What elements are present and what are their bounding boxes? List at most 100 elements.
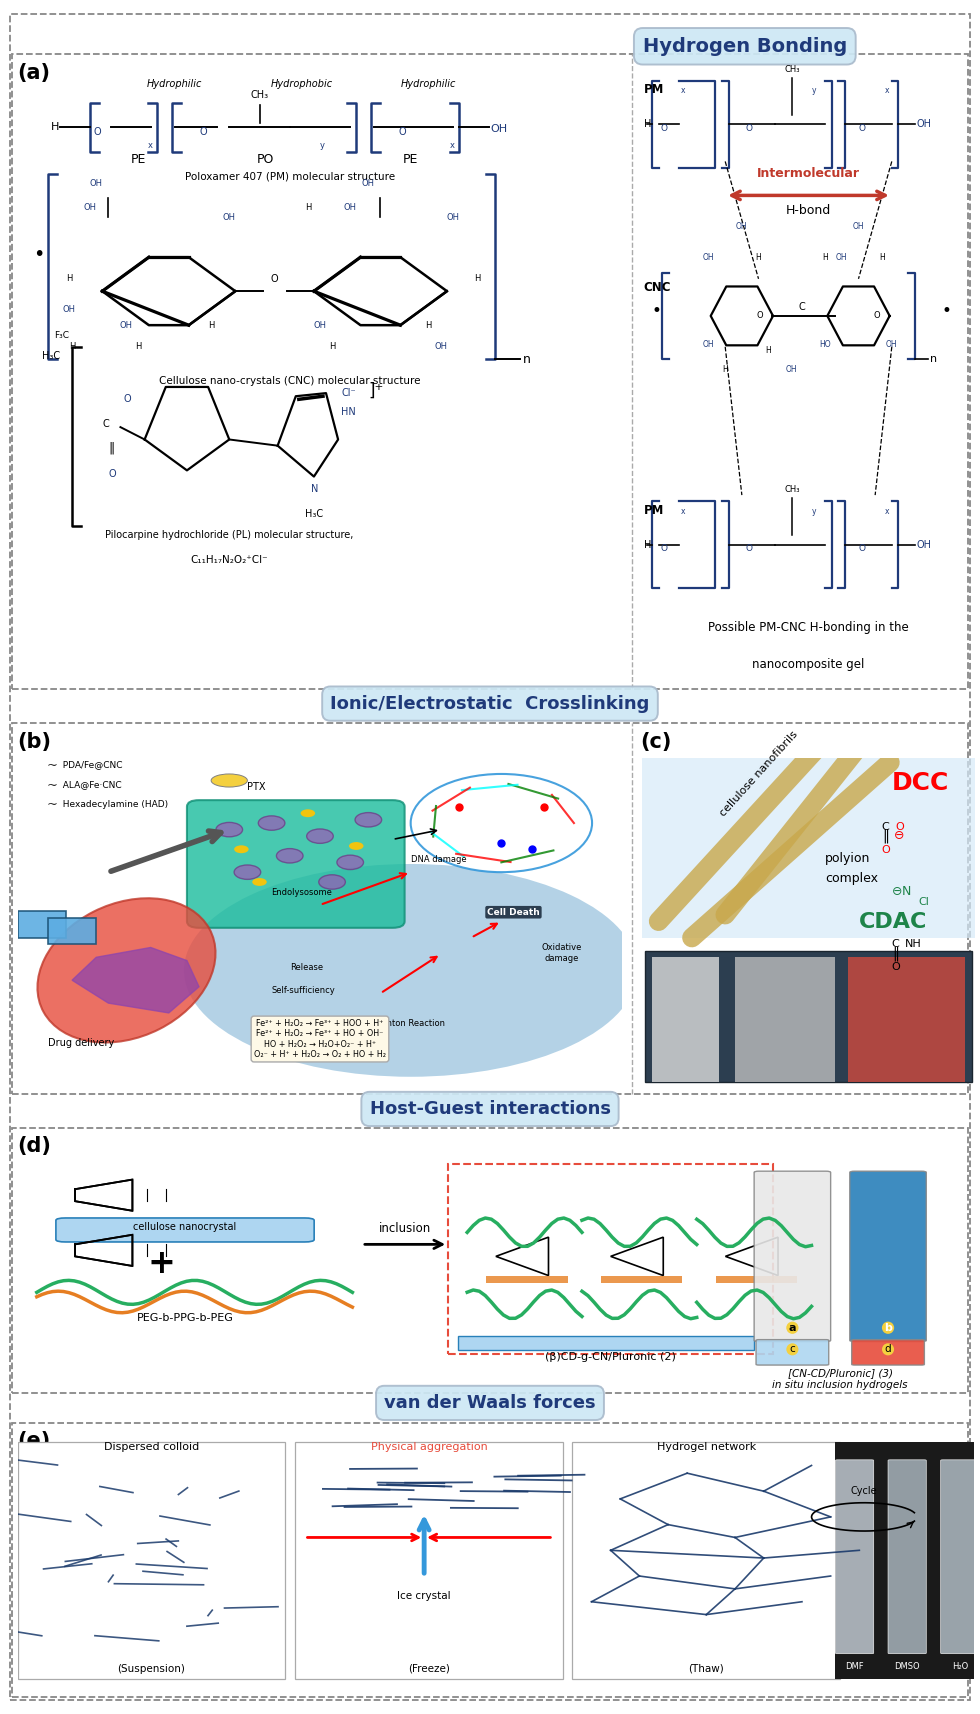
Text: O: O (399, 127, 406, 137)
Text: H-bond: H-bond (786, 204, 831, 218)
Text: Fenton Reaction: Fenton Reaction (376, 1020, 445, 1028)
Text: OH: OH (222, 213, 236, 221)
FancyBboxPatch shape (850, 1171, 926, 1342)
Text: [CN-CD/Pluronic] (3): [CN-CD/Pluronic] (3) (788, 1368, 893, 1378)
Bar (652, 958, 718, 1082)
Text: ⊖: ⊖ (894, 830, 904, 843)
Text: OH: OH (703, 339, 714, 348)
Text: OH: OH (90, 180, 103, 189)
Text: O: O (858, 543, 865, 552)
Bar (849, 958, 965, 1082)
Text: •: • (942, 302, 952, 321)
Text: Endolysosome: Endolysosome (271, 888, 332, 896)
Text: PE: PE (131, 153, 146, 166)
Text: H: H (51, 122, 59, 132)
Bar (652, 958, 718, 1082)
Text: O: O (199, 127, 207, 137)
Text: O: O (757, 312, 763, 321)
Text: CNC: CNC (644, 281, 671, 295)
Text: PE: PE (403, 153, 418, 166)
Text: Hydrophilic: Hydrophilic (401, 79, 457, 89)
FancyBboxPatch shape (755, 1171, 831, 1342)
Bar (12, 55, 968, 689)
Text: C: C (102, 420, 109, 428)
Text: y: y (811, 86, 816, 96)
Text: Dispersed colloid: Dispersed colloid (104, 1443, 199, 1452)
Text: n: n (930, 355, 937, 365)
Text: Hydrophilic: Hydrophilic (147, 79, 203, 89)
Text: O: O (858, 123, 865, 132)
FancyBboxPatch shape (56, 1219, 315, 1243)
Text: (Freeze): (Freeze) (408, 1664, 450, 1673)
Text: nanocomposite gel: nanocomposite gel (753, 658, 864, 672)
Circle shape (234, 866, 261, 879)
Text: Hydrogen Bonding: Hydrogen Bonding (643, 36, 847, 57)
Text: Ice crystal: Ice crystal (397, 1591, 451, 1601)
Text: CDAC: CDAC (858, 912, 927, 932)
Text: H₃C: H₃C (305, 509, 323, 519)
Text: cellulose nanocrystal: cellulose nanocrystal (133, 1222, 236, 1232)
Text: x: x (885, 507, 890, 516)
Bar (835, 1443, 980, 1680)
Bar (12, 1423, 968, 1697)
Text: PO: PO (257, 153, 274, 166)
Text: DMF: DMF (845, 1661, 864, 1671)
Circle shape (276, 848, 303, 864)
Text: (b): (b) (18, 732, 52, 752)
Text: OH: OH (120, 321, 133, 329)
Text: PM: PM (644, 504, 663, 516)
Text: (Suspension): (Suspension) (118, 1664, 185, 1673)
Text: Hydrophobic: Hydrophobic (270, 79, 333, 89)
Text: x: x (681, 507, 686, 516)
Text: OH: OH (63, 305, 75, 314)
Text: Release: Release (290, 963, 322, 972)
Text: N: N (311, 483, 319, 494)
Text: H: H (69, 343, 75, 351)
FancyBboxPatch shape (835, 1460, 874, 1654)
Bar (735, 958, 835, 1082)
Text: OH: OH (344, 204, 357, 213)
Text: H: H (329, 343, 335, 351)
Text: Intermolecular: Intermolecular (757, 166, 860, 180)
Text: O: O (661, 543, 667, 552)
Text: OH: OH (703, 254, 714, 262)
Text: y: y (319, 141, 325, 149)
Text: (Thaw): (Thaw) (688, 1664, 724, 1673)
Text: DNA damage: DNA damage (411, 855, 466, 864)
Text: H: H (208, 321, 215, 329)
FancyBboxPatch shape (187, 800, 405, 927)
Bar (12, 723, 968, 1094)
Text: d: d (885, 1344, 892, 1354)
Text: Cell Death: Cell Death (487, 908, 540, 917)
Text: O: O (661, 123, 667, 132)
Text: F₃C: F₃C (54, 331, 69, 339)
Text: ⁓  ALA@Fe·CNC: ⁓ ALA@Fe·CNC (48, 780, 122, 788)
Text: OH: OH (434, 343, 448, 351)
Text: O: O (270, 274, 278, 285)
Bar (601, 1275, 682, 1282)
Text: Pilocarpine hydrochloride (PL) molecular structure,: Pilocarpine hydrochloride (PL) molecular… (105, 530, 354, 540)
Text: b: b (884, 1323, 892, 1333)
Text: a: a (789, 1323, 796, 1333)
Text: OH: OH (886, 339, 898, 348)
Bar (642, 758, 975, 938)
Text: O: O (123, 394, 131, 405)
Text: (d): (d) (18, 1136, 52, 1157)
Circle shape (259, 816, 285, 830)
Text: H: H (644, 120, 651, 129)
Text: inclusion: inclusion (379, 1222, 431, 1236)
Text: Ionic/Electrostatic  Crosslinking: Ionic/Electrostatic Crosslinking (330, 694, 650, 713)
Text: x: x (450, 141, 455, 149)
Text: CH₃: CH₃ (251, 91, 269, 101)
Text: (e): (e) (18, 1431, 51, 1452)
Text: C₁₁H₁₇N₂O₂⁺Cl⁻: C₁₁H₁₇N₂O₂⁺Cl⁻ (190, 555, 269, 566)
Text: O: O (109, 468, 116, 478)
Text: H: H (822, 254, 828, 262)
Text: PM: PM (644, 84, 663, 96)
Text: •: • (652, 302, 662, 321)
Text: OH: OH (917, 540, 932, 550)
Text: OH: OH (836, 254, 848, 262)
Text: H: H (135, 343, 142, 351)
Text: HN: HN (341, 406, 356, 417)
Ellipse shape (211, 775, 247, 787)
